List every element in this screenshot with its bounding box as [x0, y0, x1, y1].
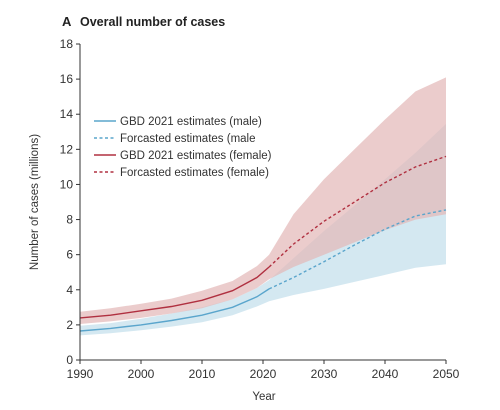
x-axis-label: Year [252, 391, 275, 403]
series-line-3 [79, 266, 270, 319]
y-tick-label: 6 [66, 248, 73, 262]
y-tick-label: 14 [60, 107, 74, 121]
female-uncertainty-band [80, 77, 446, 325]
y-tick-label: 10 [60, 177, 74, 191]
y-tick-label: 16 [60, 72, 74, 86]
series-line-4 [268, 155, 447, 268]
chart-title: Overall number of cases [80, 15, 225, 29]
y-tick-label: 12 [60, 142, 74, 156]
legend-label-2: Forcasted estimates (male [120, 133, 256, 145]
y-tick-label: 0 [66, 353, 73, 367]
legend-label-1: GBD 2021 estimates (male) [120, 116, 262, 128]
y-tick-label: 8 [66, 213, 73, 227]
y-tick-label: 4 [66, 283, 73, 297]
legend-label-4: Forcasted estimates (female) [120, 167, 269, 179]
x-tick-label: 2010 [189, 367, 216, 381]
x-tick-label: 2020 [250, 367, 277, 381]
panel-letter: A [62, 14, 72, 29]
y-axis-label: Number of cases (millions) [29, 134, 41, 270]
y-tick-label: 2 [66, 318, 73, 332]
y-tick-label: 18 [60, 37, 74, 51]
x-tick-label: 1990 [67, 367, 94, 381]
x-tick-label: 2040 [372, 367, 399, 381]
series-line-1 [79, 288, 270, 332]
x-tick-label: 2050 [433, 367, 460, 381]
tick-labels: 0 2 4 6 8 10 12 14 16 18 1990 2000 2010 2020 2030 2040 2… [60, 37, 460, 381]
series-line-2 [268, 209, 447, 290]
legend: GBD 2021 estimates (male) Forcasted estim… [94, 116, 272, 179]
legend-label-3: GBD 2021 estimates (female) [120, 150, 272, 162]
x-tick-label: 2000 [128, 367, 155, 381]
axes [76, 43, 447, 364]
series-lines [79, 155, 447, 332]
x-tick-label: 2030 [311, 367, 338, 381]
